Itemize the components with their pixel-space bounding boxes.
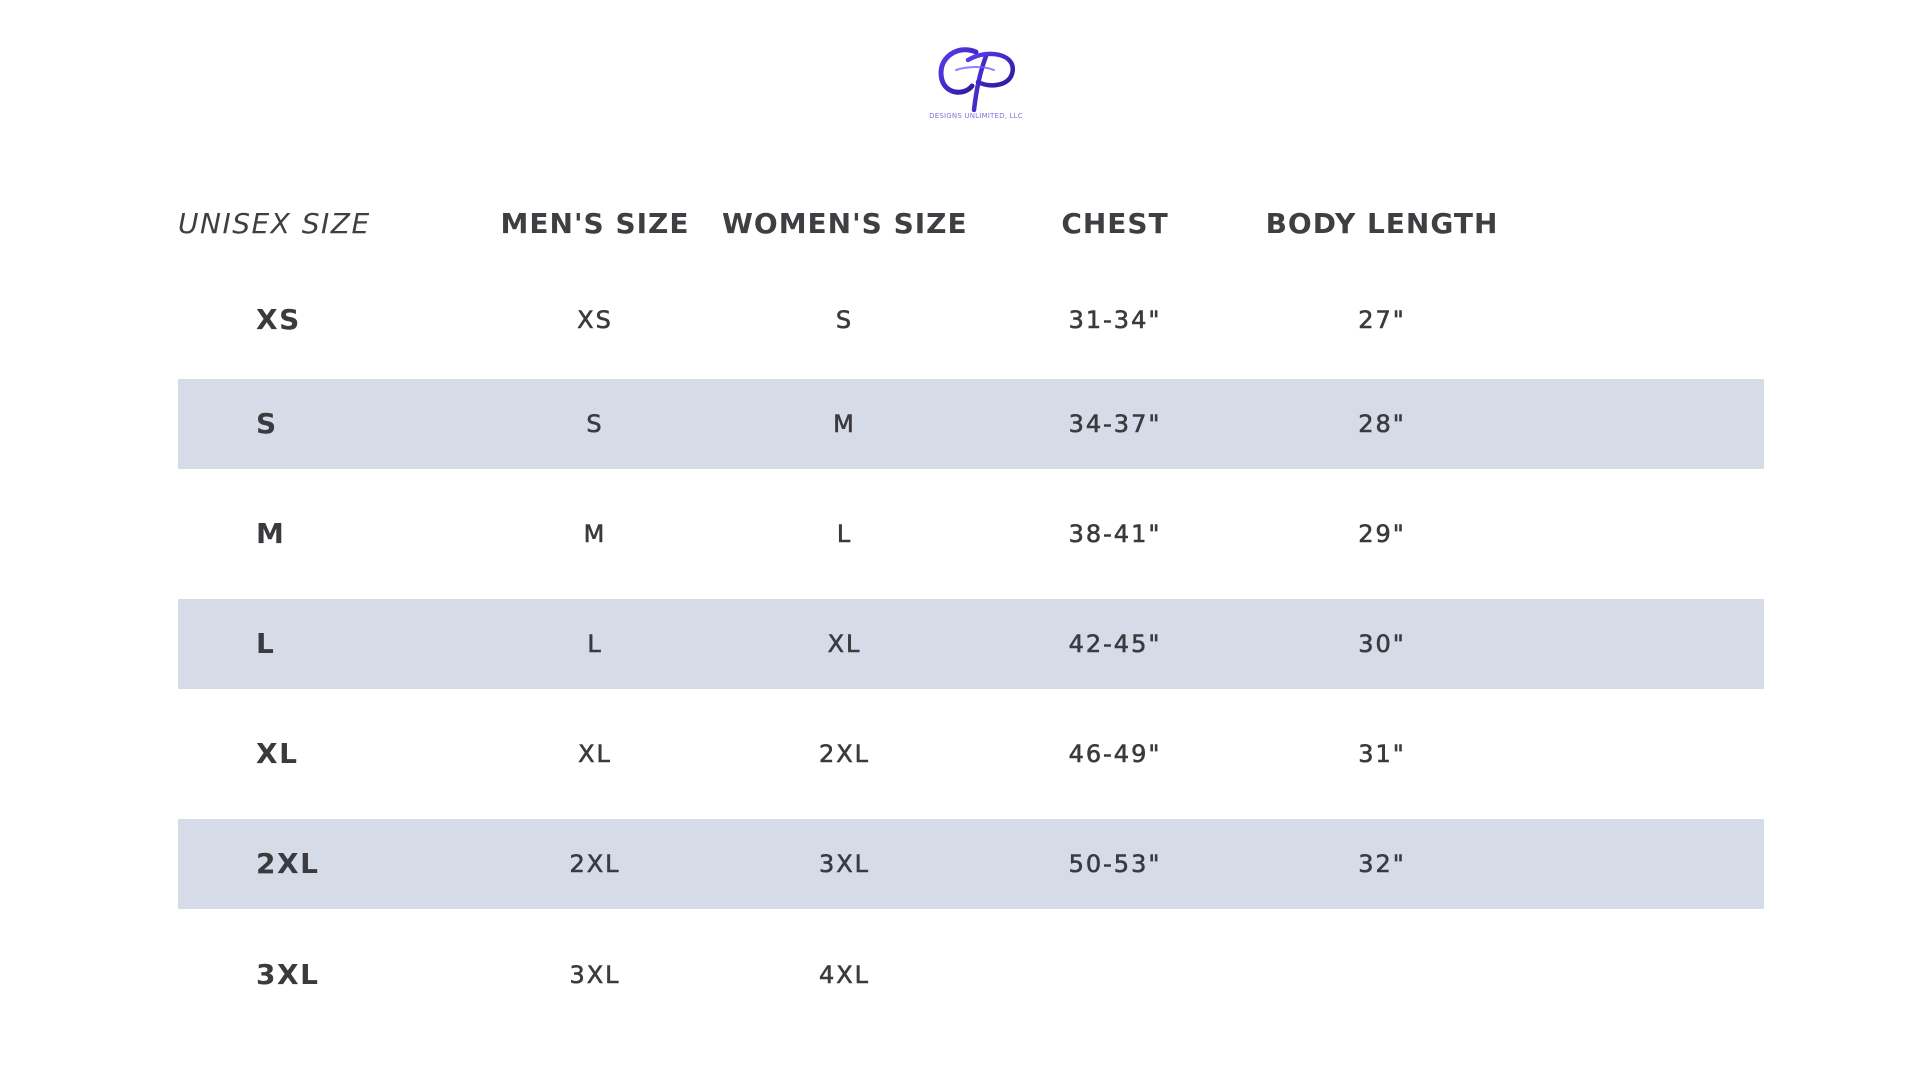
cell-womens-size: XL [827, 630, 862, 659]
cell-mens-size: M [583, 520, 607, 549]
table-row: 3XL 3XL 4XL [178, 930, 1764, 1020]
cell-chest: 42-45" [1068, 630, 1162, 659]
cell-unisex-size: L [256, 627, 276, 660]
cell-mens-size: XS [577, 306, 613, 335]
cell-womens-size: M [833, 410, 856, 439]
cell-womens-size: 2XL [818, 740, 871, 769]
table-row: 2XL 2XL 3XL 50-53" 32" [178, 819, 1764, 909]
cell-chest: 31-34" [1068, 306, 1162, 335]
cell-mens-size: XL [578, 740, 612, 769]
cell-unisex-size: M [256, 517, 286, 550]
cell-unisex-size: S [256, 407, 278, 440]
table-row: L L XL 42-45" 30" [178, 599, 1764, 689]
cell-womens-size: L [836, 520, 853, 549]
cell-body-length: 32" [1358, 850, 1406, 879]
header-body-length: BODY LENGTH [1265, 207, 1499, 240]
cell-womens-size: S [835, 306, 854, 335]
table-row: S S M 34-37" 28" [178, 379, 1764, 469]
cell-womens-size: 4XL [818, 961, 871, 990]
cell-body-length: 29" [1358, 520, 1406, 549]
brand-logo: DESIGNS UNLIMITED, LLC [928, 40, 1024, 126]
cell-body-length [1262, 930, 1502, 1020]
cell-chest: 38-41" [1068, 520, 1162, 549]
header-unisex-size: UNISEX SIZE [178, 207, 371, 240]
cell-chest [1050, 930, 1180, 1020]
cp-monogram-icon [938, 47, 1015, 112]
table-header-row: UNISEX SIZE MEN'S SIZE WOMEN'S SIZE CHES… [0, 204, 1920, 244]
cell-body-length: 31" [1358, 740, 1406, 769]
cell-mens-size: 2XL [569, 850, 621, 879]
cell-unisex-size: 2XL [256, 847, 320, 880]
cell-womens-size: 3XL [818, 850, 871, 879]
cell-body-length: 30" [1358, 630, 1406, 659]
cell-unisex-size: XL [256, 737, 299, 770]
table-row: XL XL 2XL 46-49" 31" [178, 709, 1764, 799]
header-womens-size: WOMEN'S SIZE [722, 207, 968, 240]
header-mens-size: MEN'S SIZE [500, 207, 690, 240]
cell-body-length: 27" [1358, 306, 1406, 335]
cell-unisex-size: 3XL [256, 958, 320, 991]
cell-mens-size: L [587, 630, 603, 659]
cell-body-length: 28" [1358, 410, 1406, 439]
cell-chest: 50-53" [1068, 850, 1162, 879]
cell-unisex-size: XS [256, 303, 301, 336]
logo-caption: DESIGNS UNLIMITED, LLC [929, 112, 1023, 120]
cell-chest: 46-49" [1068, 740, 1162, 769]
header-chest: CHEST [1061, 207, 1169, 240]
table-row: XS XS S 31-34" 27" [178, 275, 1764, 365]
cell-mens-size: 3XL [569, 961, 621, 990]
table-row: M M L 38-41" 29" [178, 489, 1764, 579]
cell-chest: 34-37" [1068, 410, 1162, 439]
cell-mens-size: S [586, 410, 604, 439]
